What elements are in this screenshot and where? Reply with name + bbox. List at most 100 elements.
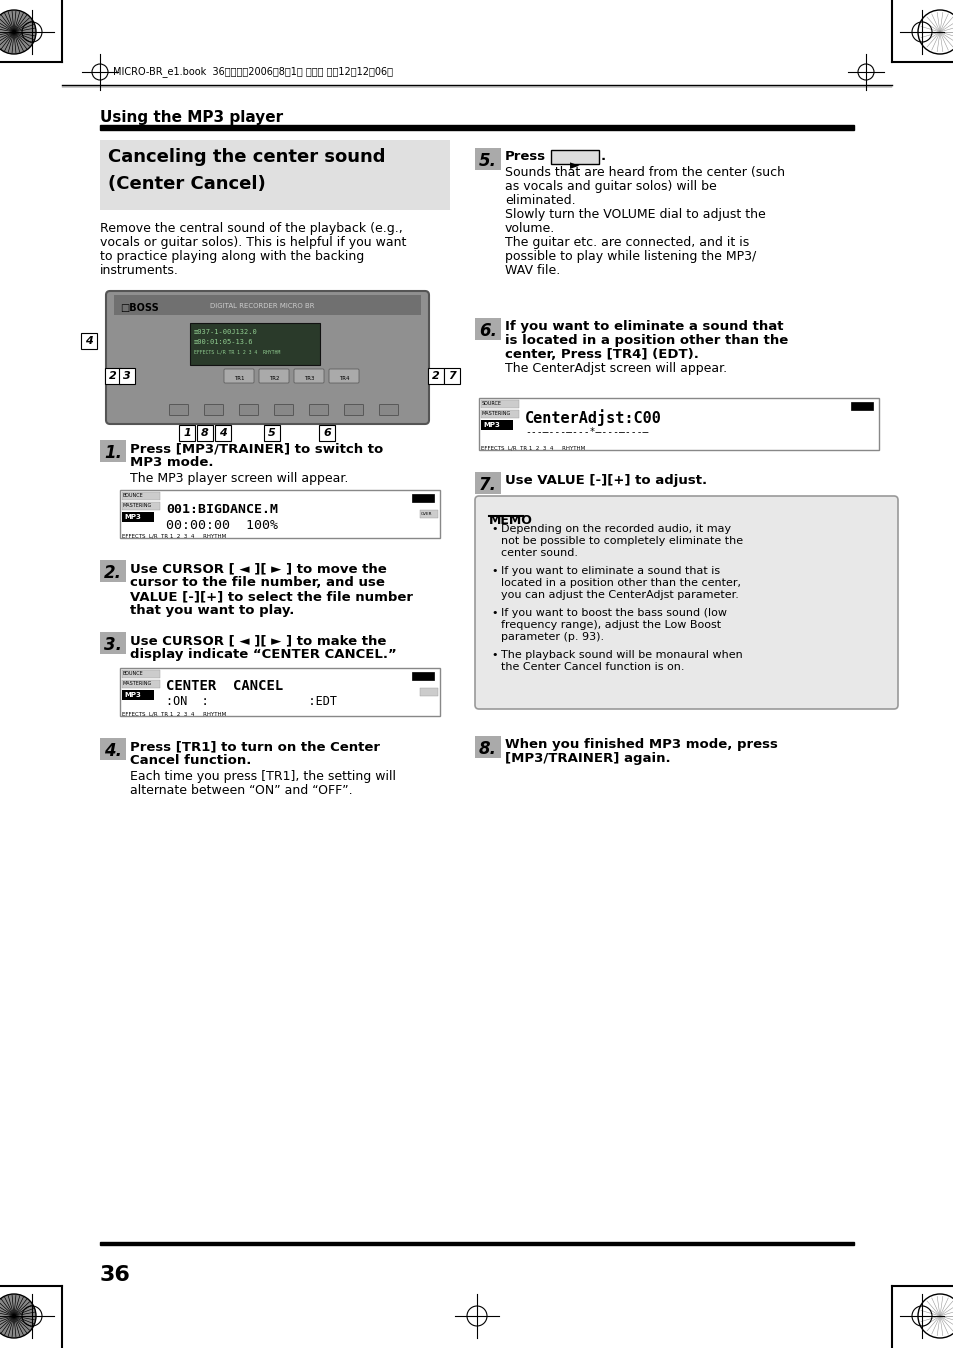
Text: If you want to boost the bass sound (low: If you want to boost the bass sound (low (500, 608, 726, 617)
Text: The playback sound will be monaural when: The playback sound will be monaural when (500, 650, 742, 661)
Text: •: • (491, 650, 497, 661)
Bar (478, 398, 878, 450)
Text: TR4: TR4 (338, 376, 349, 381)
Bar (850, 402, 872, 410)
Text: MASTERING: MASTERING (123, 503, 152, 508)
Bar (318, 425, 335, 441)
Text: Each time you press [TR1], the setting will: Each time you press [TR1], the setting w… (130, 770, 395, 783)
Text: display indicate “CENTER CANCEL.”: display indicate “CENTER CANCEL.” (130, 648, 396, 661)
Text: .: . (600, 150, 605, 163)
Text: ---―---―---*―---―---―: ---―---―---*―---―---― (524, 426, 648, 435)
Text: EFFECTS  L/R  TR 1  2  3  4     RHYTHM: EFFECTS L/R TR 1 2 3 4 RHYTHM (122, 712, 226, 717)
Bar (214, 425, 231, 441)
FancyBboxPatch shape (294, 369, 324, 383)
FancyBboxPatch shape (170, 404, 189, 415)
Text: located in a position other than the center,: located in a position other than the cen… (500, 578, 740, 588)
Bar (113, 295, 420, 315)
Bar (419, 510, 437, 518)
FancyBboxPatch shape (551, 150, 598, 164)
FancyBboxPatch shape (309, 404, 328, 415)
Circle shape (917, 1294, 953, 1339)
Text: that you want to play.: that you want to play. (130, 604, 294, 617)
Bar (428, 368, 443, 384)
Text: 2.: 2. (104, 563, 122, 582)
FancyBboxPatch shape (344, 404, 363, 415)
Text: CenterAdjst:C00: CenterAdjst:C00 (524, 408, 661, 426)
Bar (480, 421, 513, 430)
Text: BOUNCE: BOUNCE (123, 493, 144, 497)
Text: cursor to the file number, and use: cursor to the file number, and use (130, 576, 384, 589)
Bar (100, 125, 853, 129)
Text: □BOSS: □BOSS (120, 303, 158, 313)
Text: 36: 36 (100, 1264, 131, 1285)
Text: OVER: OVER (420, 512, 432, 516)
Text: 4: 4 (85, 336, 92, 346)
Text: 8: 8 (201, 429, 209, 438)
Text: CENTER  CANCEL: CENTER CANCEL (166, 679, 283, 693)
Text: ≡037-1-00J132.0: ≡037-1-00J132.0 (193, 329, 257, 336)
Text: MP3: MP3 (124, 692, 141, 698)
Bar (480, 400, 518, 408)
Text: 5.: 5. (478, 152, 497, 170)
Text: 3.: 3. (104, 636, 122, 654)
Bar (105, 368, 121, 384)
Text: TR3: TR3 (303, 376, 314, 381)
Text: VALUE [-][+] to select the file number: VALUE [-][+] to select the file number (130, 590, 413, 603)
Text: MP3: MP3 (482, 422, 499, 429)
Text: TR2: TR2 (269, 376, 279, 381)
Text: •: • (491, 524, 497, 534)
Text: •: • (491, 608, 497, 617)
FancyBboxPatch shape (224, 369, 253, 383)
Bar (480, 410, 518, 418)
Bar (264, 425, 280, 441)
Text: The MP3 player screen will appear.: The MP3 player screen will appear. (130, 472, 348, 485)
Text: Remove the central sound of the playback (e.g.,: Remove the central sound of the playback… (100, 222, 402, 235)
Text: EFFECTS  L/R  TR 1  2  3  4     RHYTHM: EFFECTS L/R TR 1 2 3 4 RHYTHM (122, 534, 226, 539)
Text: Use VALUE [-][+] to adjust.: Use VALUE [-][+] to adjust. (504, 474, 706, 487)
Bar (120, 491, 439, 538)
Text: 6.: 6. (478, 322, 497, 340)
Text: instruments.: instruments. (100, 264, 179, 276)
Text: 6: 6 (323, 429, 331, 438)
Bar (100, 559, 126, 582)
Text: 001:BIGDANCE.M: 001:BIGDANCE.M (166, 503, 277, 516)
Bar (122, 492, 160, 500)
Text: center sound.: center sound. (500, 549, 578, 558)
Text: MP3: MP3 (124, 514, 141, 520)
Text: 2: 2 (109, 371, 117, 381)
Bar (122, 512, 153, 522)
Text: (Center Cancel): (Center Cancel) (108, 175, 266, 193)
Text: 7.: 7. (478, 476, 497, 493)
Bar (179, 425, 194, 441)
Text: parameter (p. 93).: parameter (p. 93). (500, 632, 603, 642)
Text: 1: 1 (183, 429, 191, 438)
Bar (100, 737, 126, 760)
Bar (100, 140, 450, 210)
Text: •: • (491, 566, 497, 576)
Bar (119, 368, 135, 384)
Text: WAV file.: WAV file. (504, 264, 559, 276)
Text: Use CURSOR [ ◄ ][ ► ] to make the: Use CURSOR [ ◄ ][ ► ] to make the (130, 634, 386, 647)
Text: vocals or guitar solos). This is helpful if you want: vocals or guitar solos). This is helpful… (100, 236, 406, 249)
Text: possible to play while listening the MP3/: possible to play while listening the MP3… (504, 249, 756, 263)
Text: Sounds that are heard from the center (such: Sounds that are heard from the center (s… (504, 166, 784, 179)
Text: :ON  :              :EDT: :ON : :EDT (166, 696, 336, 708)
Text: EFFECTS  L/R  TR 1  2  3  4     RHYTHM: EFFECTS L/R TR 1 2 3 4 RHYTHM (480, 446, 584, 452)
Bar (100, 632, 126, 654)
Bar (100, 439, 126, 462)
Text: alternate between “ON” and “OFF”.: alternate between “ON” and “OFF”. (130, 785, 353, 797)
Text: The guitar etc. are connected, and it is: The guitar etc. are connected, and it is (504, 236, 748, 249)
Bar (412, 493, 434, 501)
Bar (475, 736, 500, 758)
Bar (412, 673, 434, 679)
FancyBboxPatch shape (329, 369, 358, 383)
Text: Use CURSOR [ ◄ ][ ► ] to move the: Use CURSOR [ ◄ ][ ► ] to move the (130, 562, 386, 576)
Text: you can adjust the CenterAdjst parameter.: you can adjust the CenterAdjst parameter… (500, 590, 739, 600)
Text: MASTERING: MASTERING (481, 411, 511, 417)
Bar (122, 501, 160, 510)
FancyBboxPatch shape (379, 404, 398, 415)
Text: 3: 3 (123, 371, 131, 381)
Bar (475, 148, 500, 170)
Text: SOURCE: SOURCE (481, 400, 501, 406)
Text: MASTERING: MASTERING (123, 681, 152, 686)
